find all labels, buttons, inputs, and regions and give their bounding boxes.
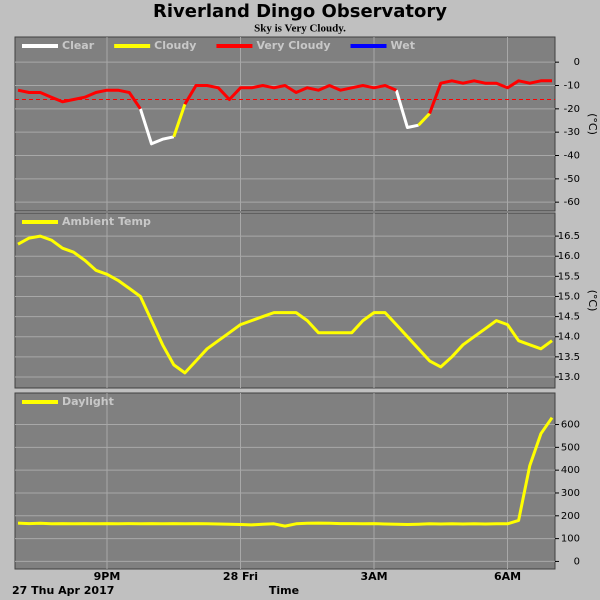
y-axis-label: (°C) xyxy=(586,290,599,312)
series-line xyxy=(17,234,553,375)
legend-label: Daylight xyxy=(62,395,114,408)
y-tick-label: -30 xyxy=(564,127,580,138)
legend-label: Wet xyxy=(391,39,415,52)
y-tick-label: -20 xyxy=(564,104,580,115)
series-line xyxy=(172,103,431,138)
y-tick-label: 100 xyxy=(561,534,580,545)
plot-area xyxy=(14,212,556,389)
series-line xyxy=(138,89,419,146)
y-tick-label: 500 xyxy=(561,442,580,453)
y-tick-label: 14.0 xyxy=(558,332,580,343)
y-tick-label: 0 xyxy=(574,57,580,68)
chart-subtitle: Sky is Very Cloudy. xyxy=(254,23,346,35)
x-tick-label: 9PM xyxy=(94,570,121,583)
y-tick-label: 15.5 xyxy=(558,271,580,282)
y-tick-label: 16.5 xyxy=(558,231,580,242)
y-tick-label: 15.0 xyxy=(558,291,580,302)
series-line xyxy=(17,416,554,528)
y-tick-label: 200 xyxy=(561,511,580,522)
legend-label: Clear xyxy=(62,39,95,52)
y-tick-label: -60 xyxy=(564,197,580,208)
y-tick-label: 16.0 xyxy=(558,251,580,262)
start-date: 27 Thu Apr 2017 xyxy=(12,584,114,597)
y-tick-label: -50 xyxy=(564,174,580,185)
series-line xyxy=(17,79,552,115)
y-tick-label: 600 xyxy=(561,420,580,431)
plot-area xyxy=(14,392,556,570)
y-tick-label: -10 xyxy=(564,81,580,92)
legend-label: Ambient Temp xyxy=(62,215,151,228)
legend-label: Very Cloudy xyxy=(256,39,330,52)
y-axis-label: (°C) xyxy=(586,113,599,135)
y-tick-label: 13.0 xyxy=(558,372,580,383)
y-tick-label: 300 xyxy=(561,488,580,499)
chart-title: Riverland Dingo Observatory xyxy=(153,1,447,22)
y-tick-label: 0 xyxy=(574,556,580,567)
legend-label: Cloudy xyxy=(154,39,196,52)
y-tick-label: 400 xyxy=(561,465,580,476)
plot-area xyxy=(14,36,556,212)
y-tick-label: 14.5 xyxy=(558,312,580,323)
x-tick-label: 3AM xyxy=(360,570,387,583)
y-tick-label: -40 xyxy=(564,151,580,162)
x-tick-label: 28 Fri xyxy=(223,570,258,583)
y-tick-label: 13.5 xyxy=(558,352,580,363)
x-axis-label: Time xyxy=(269,584,299,597)
x-tick-label: 6AM xyxy=(494,570,521,583)
